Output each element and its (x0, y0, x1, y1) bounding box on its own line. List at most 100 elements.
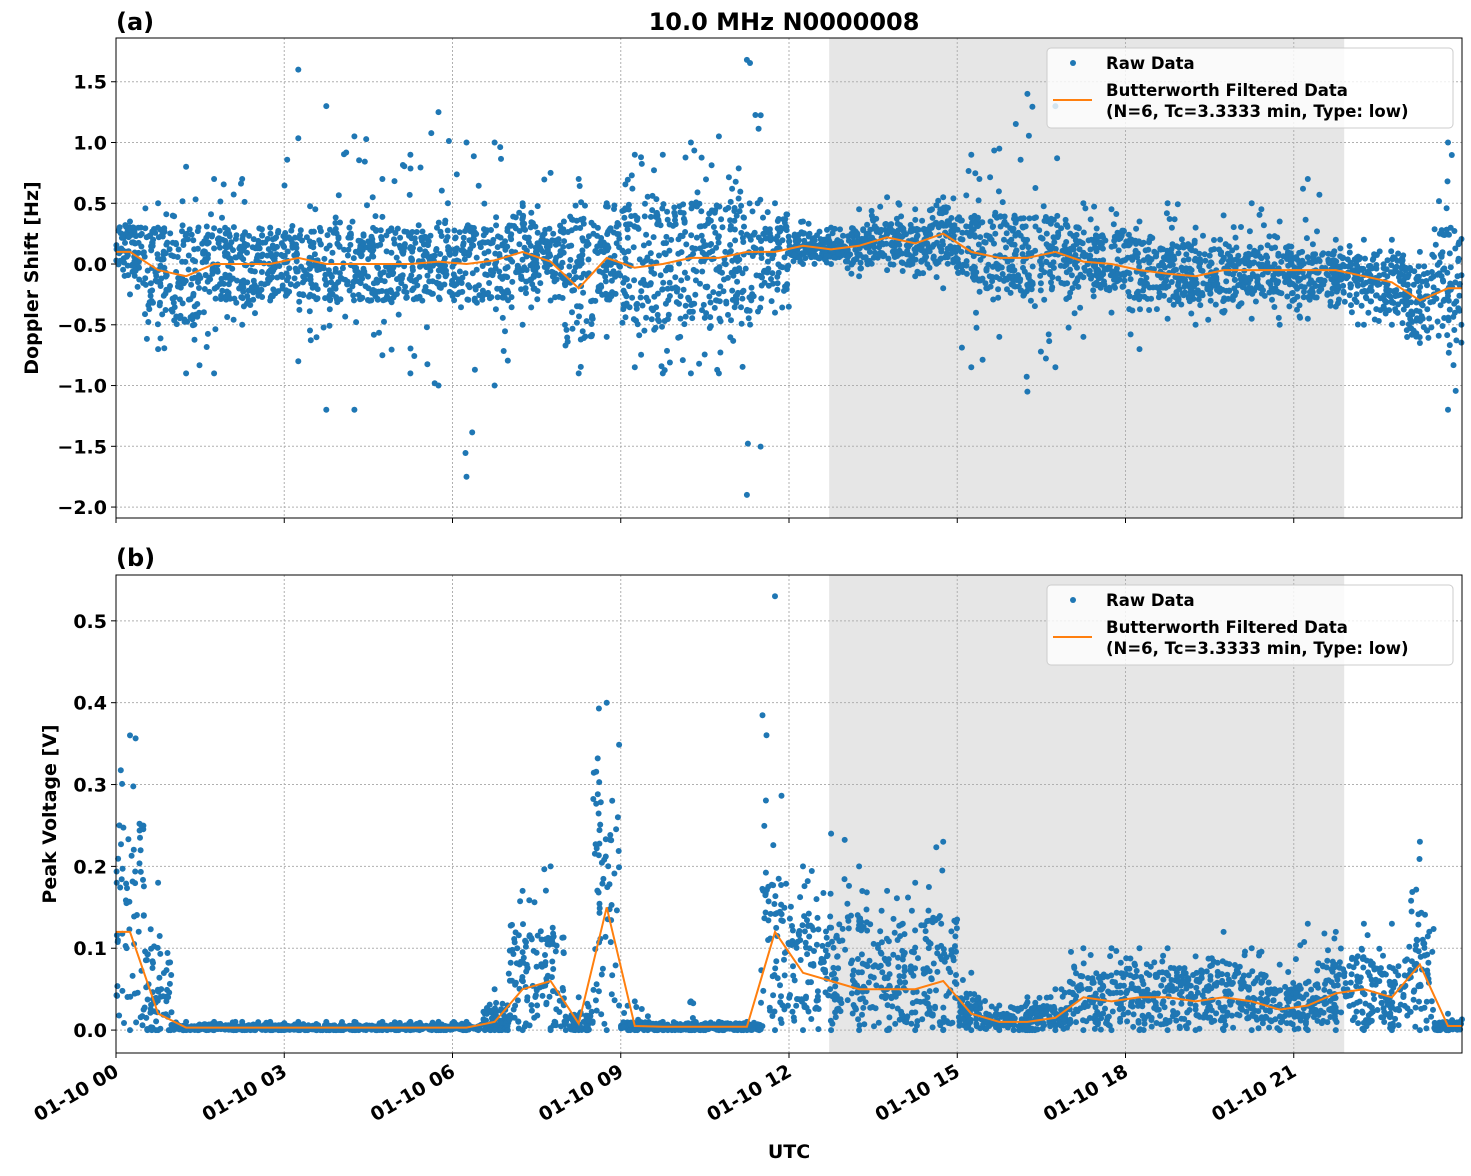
raw-data-point (732, 227, 738, 233)
raw-data-point (520, 221, 526, 227)
raw-data-point (763, 235, 769, 241)
raw-data-point (976, 197, 982, 203)
raw-data-point (857, 252, 863, 258)
raw-data-point (708, 241, 714, 247)
raw-data-point (831, 241, 837, 247)
raw-data-point (1080, 250, 1086, 256)
raw-data-point (116, 822, 122, 828)
raw-data-point (990, 297, 996, 303)
raw-data-point (351, 297, 357, 303)
raw-data-point (946, 218, 952, 224)
raw-data-point (211, 176, 217, 182)
raw-data-point (865, 261, 871, 267)
raw-data-point (1018, 157, 1024, 163)
raw-data-point (389, 347, 395, 353)
raw-data-point (1400, 320, 1406, 326)
raw-data-point (136, 277, 142, 283)
raw-data-point (1220, 298, 1226, 304)
raw-data-point (1305, 254, 1311, 260)
raw-data-point (1156, 294, 1162, 300)
raw-data-point (1013, 277, 1019, 283)
raw-data-point (559, 260, 565, 266)
raw-data-point (1086, 237, 1092, 243)
raw-data-point (677, 209, 683, 215)
raw-data-point (436, 109, 442, 115)
raw-data-point (1169, 225, 1175, 231)
raw-data-point (420, 229, 426, 235)
raw-data-point (796, 237, 802, 243)
raw-data-point (629, 186, 635, 192)
raw-data-point (378, 272, 384, 278)
raw-data-point (167, 981, 173, 987)
raw-data-point (247, 302, 253, 308)
raw-data-point (1116, 247, 1122, 253)
raw-data-point (1025, 244, 1031, 250)
raw-data-point (1277, 219, 1283, 225)
raw-data-point (1293, 254, 1299, 260)
raw-data-point (655, 312, 661, 318)
raw-data-point (1256, 261, 1262, 267)
raw-data-point (955, 270, 961, 276)
raw-data-point (1041, 203, 1047, 209)
raw-data-point (422, 252, 428, 258)
raw-data-point (734, 279, 740, 285)
raw-data-point (1237, 301, 1243, 307)
raw-data-point (202, 1021, 208, 1027)
raw-data-point (1291, 273, 1297, 279)
raw-data-point (209, 271, 215, 277)
raw-data-point (1033, 224, 1039, 230)
raw-data-point (508, 960, 514, 966)
raw-data-point (1293, 283, 1299, 289)
raw-data-point (1029, 104, 1035, 110)
raw-data-point (604, 296, 610, 302)
raw-data-point (197, 275, 203, 281)
raw-data-point (345, 247, 351, 253)
raw-data-point (718, 216, 724, 222)
raw-data-point (127, 219, 133, 225)
raw-data-point (1175, 298, 1181, 304)
raw-data-point (452, 1020, 458, 1026)
raw-data-point (1221, 255, 1227, 261)
raw-data-point (1286, 303, 1292, 309)
raw-data-point (566, 264, 572, 270)
raw-data-point (1310, 241, 1316, 247)
raw-data-point (204, 224, 210, 230)
raw-data-point (158, 283, 164, 289)
raw-data-point (450, 293, 456, 299)
raw-data-point (604, 200, 610, 206)
raw-data-point (330, 250, 336, 256)
raw-data-point (1355, 281, 1361, 287)
raw-data-point (318, 228, 324, 234)
raw-data-point (747, 200, 753, 206)
raw-data-point (1011, 226, 1017, 232)
raw-data-point (322, 276, 328, 282)
raw-data-point (959, 345, 965, 351)
raw-data-point (231, 192, 237, 198)
raw-data-point (481, 232, 487, 238)
raw-data-point (1120, 283, 1126, 289)
raw-data-point (1309, 260, 1315, 266)
raw-data-point (351, 255, 357, 261)
raw-data-point (569, 288, 575, 294)
raw-data-point (231, 317, 237, 323)
raw-data-point (682, 229, 688, 235)
raw-data-point (157, 933, 163, 939)
raw-data-point (313, 295, 319, 301)
raw-data-point (966, 168, 972, 174)
raw-data-point (535, 288, 541, 294)
raw-data-point (1247, 228, 1253, 234)
raw-data-point (1021, 237, 1027, 243)
raw-data-point (1354, 299, 1360, 305)
raw-data-point (1080, 274, 1086, 280)
raw-data-point (948, 251, 954, 257)
raw-data-point (996, 334, 1002, 340)
raw-data-point (590, 298, 596, 304)
raw-data-point (1207, 291, 1213, 297)
raw-data-point (478, 244, 484, 250)
raw-data-point (758, 112, 764, 118)
raw-data-point (758, 296, 764, 302)
raw-data-point (495, 244, 501, 250)
raw-data-point (968, 152, 974, 158)
raw-data-point (1055, 276, 1061, 282)
raw-data-point (221, 181, 227, 187)
